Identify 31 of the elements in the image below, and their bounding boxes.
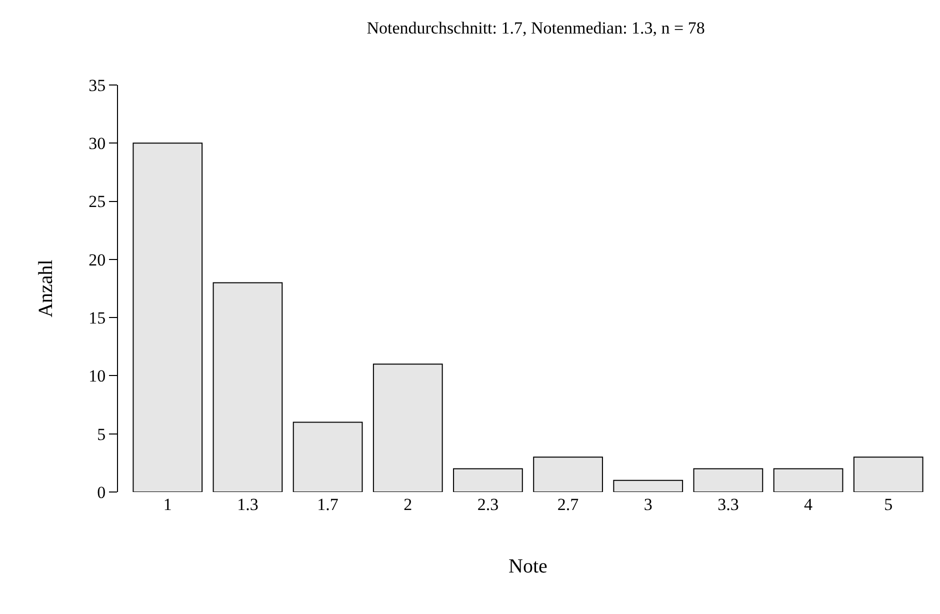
x-tick-label: 3 — [644, 495, 652, 514]
y-tick-label: 15 — [88, 308, 106, 328]
y-tick-label: 30 — [88, 134, 106, 154]
bar — [773, 468, 844, 492]
y-tick-label: 10 — [88, 366, 106, 386]
bar — [292, 422, 363, 492]
x-tick-label: 4 — [804, 495, 814, 514]
x-tick-label: 1 — [163, 495, 172, 514]
bar — [693, 468, 764, 492]
x-tick-label: 3.3 — [718, 495, 739, 514]
bar — [613, 480, 684, 492]
y-tick-label: 0 — [97, 482, 106, 502]
x-tick-label: 1.3 — [237, 495, 258, 514]
x-tick-label: 5 — [884, 495, 893, 514]
bar — [853, 456, 924, 492]
bar — [533, 456, 603, 492]
x-tick-label: 1.7 — [317, 495, 339, 514]
bar — [453, 468, 523, 492]
bar — [212, 282, 283, 492]
y-tick-label: 20 — [88, 250, 106, 270]
y-tick-label: 25 — [88, 192, 106, 212]
y-axis-title: Anzahl — [35, 259, 58, 318]
bar — [372, 364, 443, 492]
y-tick-label: 5 — [97, 424, 106, 444]
x-tick-label: 2.3 — [477, 495, 499, 514]
x-axis-title: Note — [508, 556, 548, 578]
chart-title: Notendurchschnitt: 1.7, Notenmedian: 1.3, n = 78 — [366, 18, 705, 38]
x-tick-label: 2.7 — [557, 495, 580, 514]
y-tick-label: 35 — [88, 76, 106, 95]
x-tick-label: 2 — [404, 495, 412, 514]
bar — [132, 142, 203, 492]
